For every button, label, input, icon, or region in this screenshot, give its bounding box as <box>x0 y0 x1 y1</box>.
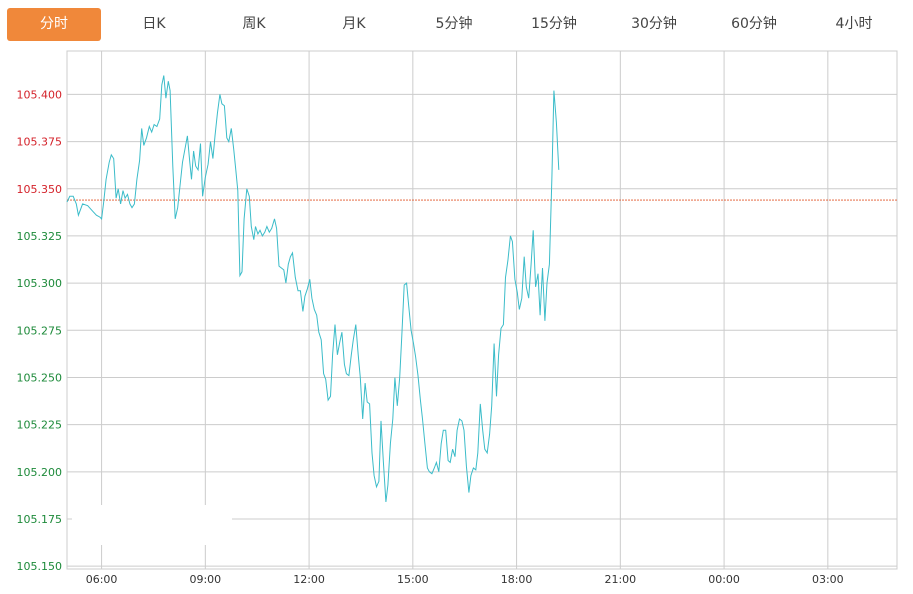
x-tick-label: 18:00 <box>501 573 533 586</box>
x-tick-label: 15:00 <box>397 573 429 586</box>
tab-daily-k[interactable]: 日K <box>142 16 166 32</box>
plot-frame <box>66 50 898 570</box>
y-tick-label: 105.350 <box>17 183 63 196</box>
y-tick-label: 105.175 <box>17 513 63 526</box>
y-tick-label: 105.375 <box>17 136 63 149</box>
x-tick-label: 06:00 <box>86 573 118 586</box>
y-tick-label: 105.250 <box>17 371 63 384</box>
y-tick-label: 105.300 <box>17 277 63 290</box>
tab-4hour[interactable]: 4小时 <box>835 16 873 32</box>
tab-15min[interactable]: 15分钟 <box>531 16 577 32</box>
tab-weekly-k[interactable]: 周K <box>242 16 266 32</box>
price-series-line <box>66 75 560 503</box>
chart-period-tabs: 分时 日K 周K 月K 5分钟 15分钟 30分钟 60分钟 4小时 <box>0 0 913 48</box>
x-tick-label: 00:00 <box>708 573 740 586</box>
y-tick-label: 105.400 <box>17 88 63 101</box>
tab-monthly-k[interactable]: 月K <box>342 16 366 32</box>
blank-overlay <box>72 505 232 545</box>
y-tick-label: 105.225 <box>17 419 63 432</box>
x-tick-label: 09:00 <box>189 573 221 586</box>
y-tick-label: 105.150 <box>17 560 63 573</box>
tab-60min[interactable]: 60分钟 <box>731 16 777 32</box>
x-tick-label: 12:00 <box>293 573 325 586</box>
tab-5min[interactable]: 5分钟 <box>435 16 473 32</box>
y-tick-label: 105.200 <box>17 466 63 479</box>
tab-intraday[interactable]: 分时 <box>7 8 101 41</box>
tab-30min[interactable]: 30分钟 <box>631 16 677 32</box>
y-tick-label: 105.275 <box>17 324 63 337</box>
x-tick-label: 21:00 <box>604 573 636 586</box>
x-tick-label: 03:00 <box>812 573 844 586</box>
y-tick-label: 105.325 <box>17 230 63 243</box>
